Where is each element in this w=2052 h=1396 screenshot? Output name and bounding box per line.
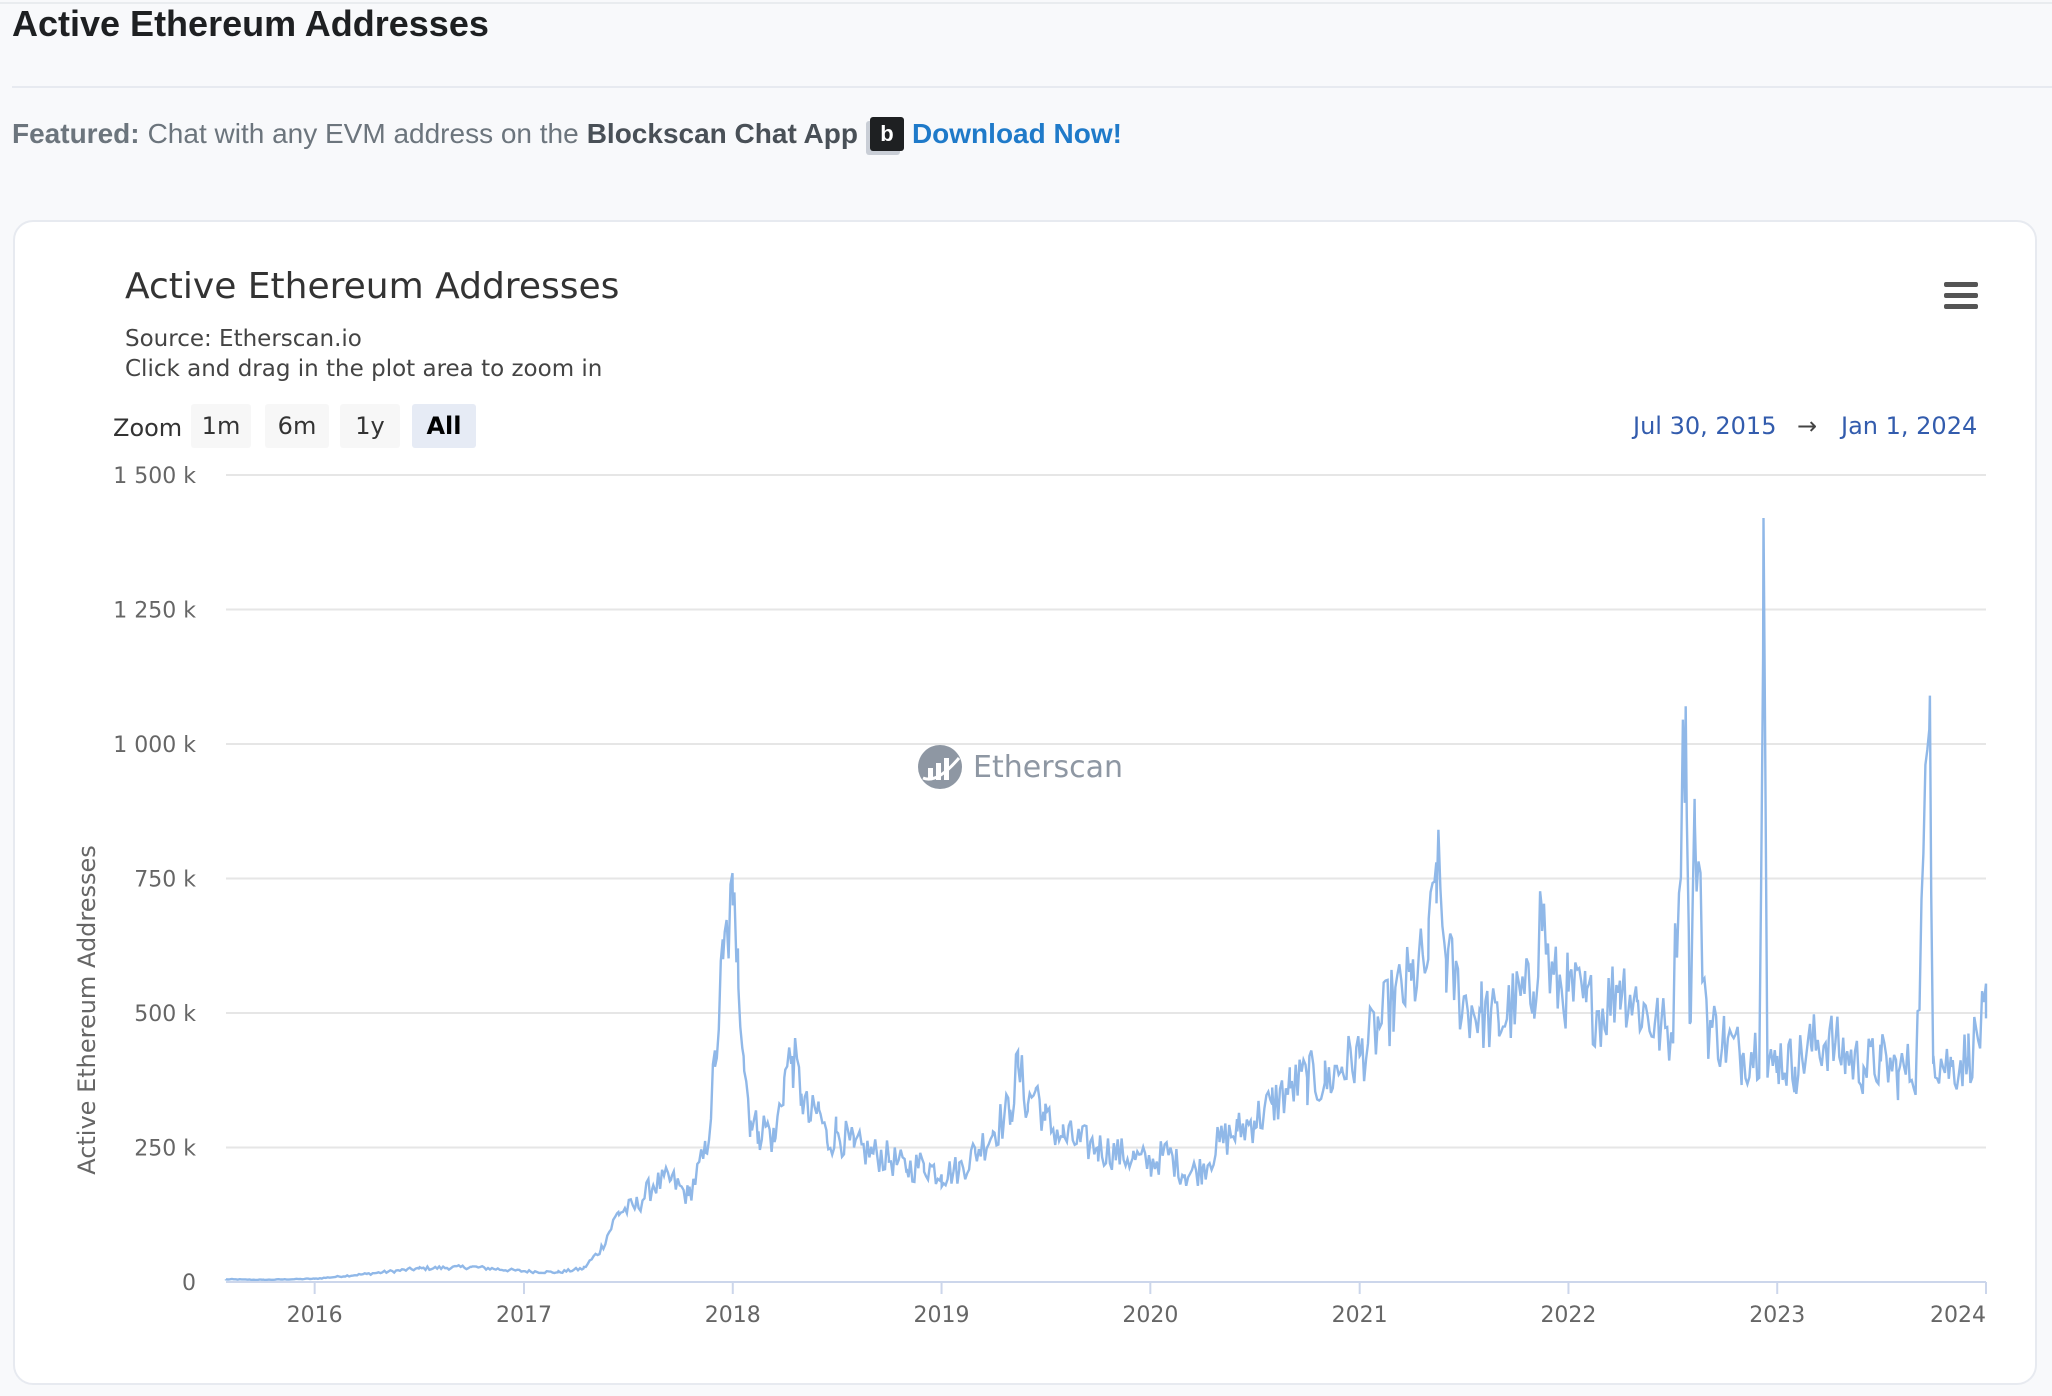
x-tick-label: 2022 [1540, 1303, 1596, 1328]
download-now-link[interactable]: Download Now! [911, 118, 1122, 149]
zoom-button-all[interactable]: All [412, 404, 476, 448]
x-tick-label: 2020 [1122, 1303, 1178, 1328]
x-tick-label: 2016 [287, 1303, 343, 1328]
zoom-label: Zoom [113, 414, 183, 442]
range-to[interactable]: Jan 1, 2024 [1841, 412, 1978, 440]
etherscan-logo-icon [918, 745, 962, 789]
x-tick-label: 2018 [705, 1303, 761, 1328]
zoom-button-1m[interactable]: 1m [191, 404, 251, 448]
zoom-button-6m[interactable]: 6m [265, 404, 329, 448]
series-line [224, 517, 1988, 1282]
x-tick-label: 2021 [1332, 1303, 1388, 1328]
header-divider [12, 86, 2052, 88]
chart-title: Active Ethereum Addresses [125, 266, 620, 307]
x-tick-label: 2019 [914, 1303, 970, 1328]
y-axis-ticks: 0 250 k 500 k 750 k 1 000 k 1 250 k 1 500 k [113, 464, 196, 1296]
featured-label: Featured: [12, 118, 140, 149]
range-arrow: → [1797, 412, 1818, 440]
y-tick-label: 250 k [134, 1137, 196, 1162]
page-title: Active Ethereum Addresses [12, 3, 489, 44]
etherscan-watermark: Etherscan [917, 742, 1123, 792]
chart-subtitle-source: Source: Etherscan.io [125, 326, 362, 352]
x-tick-label: 2024 [1930, 1303, 1986, 1328]
y-tick-label: 0 [182, 1271, 196, 1296]
y-tick-label: 500 k [134, 1002, 196, 1027]
y-tick-label: 1 500 k [113, 464, 196, 489]
watermark-text: Etherscan [973, 749, 1124, 785]
x-axis-ticks: 2016 2017 2018 2019 2020 2021 2022 2023 2024 [287, 1282, 1987, 1328]
chart-subtitle-hint: Click and drag in the plot area to zoom … [125, 356, 603, 382]
range-from[interactable]: Jul 30, 2015 [1633, 412, 1777, 440]
y-tick-label: 1 250 k [113, 599, 196, 624]
y-tick-label: 750 k [134, 868, 196, 893]
featured-app-name: Blockscan Chat App [586, 118, 858, 149]
y-axis-label: Active Ethereum Addresses [73, 845, 101, 1175]
x-tick-label: 2017 [496, 1303, 552, 1328]
zoom-button-1y[interactable]: 1y [340, 404, 400, 448]
blockscan-logo-icon: b [869, 117, 904, 151]
hamburger-menu-icon[interactable] [1944, 282, 1978, 310]
featured-banner: Featured: Chat with any EVM address on t… [12, 114, 1122, 154]
featured-text: Chat with any EVM address on the [147, 118, 579, 149]
y-tick-label: 1 000 k [113, 733, 196, 758]
x-tick-label: 2023 [1749, 1303, 1805, 1328]
top-rule [0, 2, 2052, 4]
